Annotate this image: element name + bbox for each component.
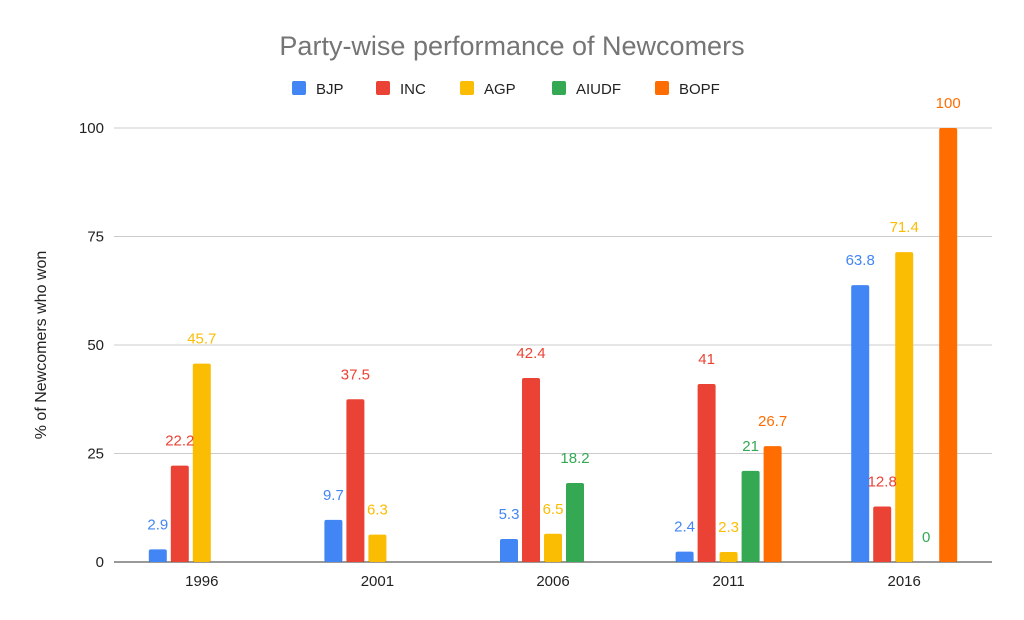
x-tick-label: 2006 — [536, 573, 569, 590]
bar-bjp-1996 — [148, 549, 167, 562]
bar-inc-2006 — [522, 377, 540, 562]
data-label-agp-2016: 71.4 — [890, 219, 919, 236]
data-label-agp-2011: 2.3 — [718, 519, 739, 536]
data-labels: 2.9 22.2 45.7 9.7 37.5 6.3 5.3 42.4 6.5 18.2 2.4 41… — [147, 95, 960, 546]
bar-bjp-2016 — [851, 285, 870, 562]
bar-inc-1996 — [170, 465, 189, 562]
x-tick-label: 2016 — [888, 573, 921, 590]
data-label-inc-2016: 12.8 — [868, 473, 897, 490]
data-label-bjp-1996: 2.9 — [147, 516, 168, 533]
data-label-inc-2011: 41 — [698, 351, 715, 368]
data-label-bjp-2001: 9.7 — [323, 487, 344, 504]
legend-swatch-agp — [460, 81, 474, 95]
data-label-aiudf-2006: 18.2 — [560, 450, 589, 467]
legend-swatch-inc — [376, 81, 390, 95]
bar-bjp-2011 — [675, 551, 694, 562]
chart-title: Party-wise performance of Newcomers — [279, 31, 744, 61]
x-tick-label: 2011 — [712, 573, 744, 590]
y-tick-label: 25 — [87, 446, 104, 463]
bar-inc-2016 — [873, 506, 892, 562]
bars — [148, 128, 958, 562]
legend-label-bjp: BJP — [316, 81, 344, 98]
bar-agp-2016 — [895, 252, 914, 562]
data-label-bjp-2011: 2.4 — [674, 519, 695, 536]
bar-bopf-2011 — [763, 446, 782, 562]
legend-swatch-bjp — [292, 81, 306, 95]
data-label-aiudf-2016: 0 — [922, 529, 930, 546]
bar-bopf-2016 — [939, 128, 958, 562]
legend-label-agp: AGP — [484, 81, 516, 98]
bar-agp-2006 — [544, 533, 562, 562]
legend-label-bopf: BOPF — [679, 81, 720, 98]
bar-bjp-2006 — [500, 538, 518, 562]
data-label-bjp-2006: 5.3 — [499, 506, 520, 523]
bar-inc-2001 — [346, 399, 365, 562]
data-label-aiudf-2011: 21 — [742, 438, 759, 455]
data-label-agp-2001: 6.3 — [367, 502, 388, 519]
legend-label-aiudf: AIUDF — [576, 81, 621, 98]
data-label-bopf-2016: 100 — [936, 95, 961, 112]
data-label-inc-2001: 37.5 — [341, 366, 370, 383]
data-label-agp-2006: 6.5 — [543, 501, 564, 518]
legend: BJP INC AGP AIUDF BOPF — [292, 81, 720, 98]
data-label-bopf-2011: 26.7 — [758, 413, 787, 430]
data-label-bjp-2016: 63.8 — [846, 252, 875, 269]
y-tick-label: 75 — [87, 229, 104, 246]
y-tick-label: 0 — [96, 554, 104, 571]
y-axis-label: % of Newcomers who won — [33, 251, 50, 440]
bar-agp-1996 — [192, 363, 211, 562]
x-tick-label: 1996 — [185, 573, 218, 590]
data-label-inc-2006: 42.4 — [516, 345, 545, 362]
bar-bjp-2001 — [324, 519, 343, 562]
bar-agp-2001 — [368, 534, 387, 562]
gridlines — [114, 127, 992, 563]
x-tick-label: 2001 — [361, 573, 394, 590]
bar-agp-2011 — [719, 552, 738, 562]
bar-inc-2011 — [697, 384, 716, 562]
legend-swatch-aiudf — [552, 81, 566, 95]
data-label-agp-1996: 45.7 — [187, 331, 216, 348]
bar-aiudf-2006 — [566, 483, 584, 562]
data-label-inc-1996: 22.2 — [165, 433, 194, 450]
legend-label-inc: INC — [400, 81, 426, 98]
bar-aiudf-2011 — [741, 470, 760, 562]
y-axis-ticks: 0 25 50 75 100 — [79, 120, 104, 571]
x-axis-ticks: 1996 2001 2006 2011 2016 — [185, 573, 921, 590]
legend-swatch-bopf — [655, 81, 669, 95]
y-tick-label: 100 — [79, 120, 104, 137]
y-tick-label: 50 — [87, 337, 104, 354]
